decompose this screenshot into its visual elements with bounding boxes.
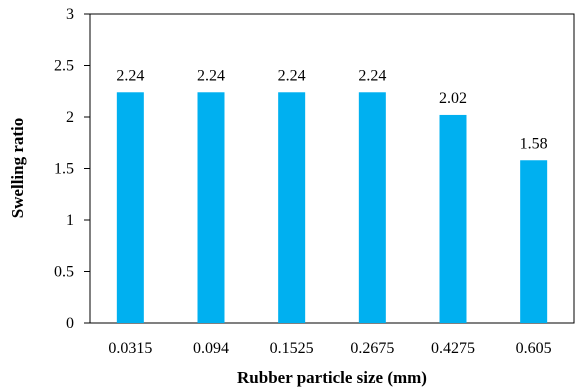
- y-tick-label: 1.5: [54, 161, 74, 178]
- y-axis-ticks: 0 0.5 1 1.5 2 2.5 3: [54, 6, 90, 332]
- x-axis-ticks: 0.0315 0.094 0.1525 0.2675 0.4275 0.605: [108, 340, 551, 357]
- x-tick-label: 0.605: [516, 340, 552, 357]
- x-tick-label: 0.0315: [108, 340, 152, 357]
- bar: [117, 92, 144, 323]
- y-axis-title: Swelling ratio: [8, 118, 27, 219]
- y-tick-label: 2.5: [54, 58, 74, 75]
- bar: [359, 92, 386, 323]
- y-tick-label: 0: [66, 315, 74, 332]
- bar: [278, 92, 305, 323]
- bar: [198, 92, 225, 323]
- bar-value-label: 2.24: [278, 67, 306, 84]
- bar-value-label: 2.24: [116, 67, 144, 84]
- x-axis-title: Rubber particle size (mm): [237, 368, 427, 387]
- x-tick-label: 0.1525: [270, 340, 314, 357]
- bar-value-label: 2.24: [197, 67, 225, 84]
- y-tick-label: 0.5: [54, 264, 74, 281]
- x-tick-label: 0.2675: [350, 340, 394, 357]
- bar-value-label: 1.58: [520, 135, 548, 152]
- bar: [520, 160, 547, 323]
- y-tick-label: 1: [66, 212, 74, 229]
- bar: [440, 115, 467, 323]
- bar-value-label: 2.02: [439, 90, 467, 107]
- y-tick-label: 2: [66, 109, 74, 126]
- y-tick-label: 3: [66, 6, 74, 23]
- bar-value-label: 2.24: [358, 67, 386, 84]
- plot-area: [90, 14, 574, 323]
- x-tick-label: 0.4275: [431, 340, 475, 357]
- x-tick-label: 0.094: [193, 340, 229, 357]
